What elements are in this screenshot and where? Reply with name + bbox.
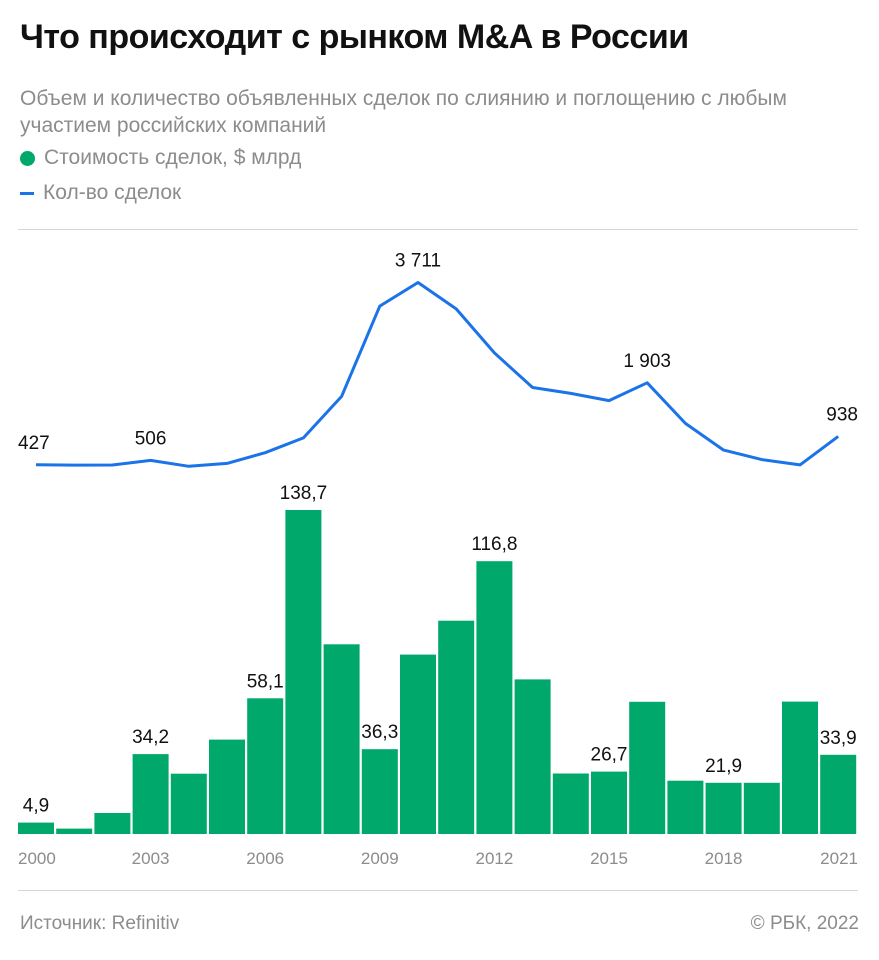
bar-label-2006: 58,1 <box>247 671 284 692</box>
bar-2019 <box>743 782 780 834</box>
chart-area: 4,9 34,2 58,1 138,7 36,3 116,8 26,7 21,9 33,9 427… <box>18 251 858 868</box>
bottom-divider <box>18 890 858 891</box>
legend-dot-icon <box>20 150 35 166</box>
bar-2020 <box>782 701 818 834</box>
bar-2006 <box>247 698 284 834</box>
bar-2015 <box>591 771 627 834</box>
x-tick-2015: 2015 <box>590 849 628 868</box>
bar-2005 <box>209 739 245 834</box>
x-tick-2003: 2003 <box>132 849 170 868</box>
top-divider <box>18 229 858 230</box>
bar-2008 <box>323 644 360 834</box>
line-label-2021: 938 <box>826 404 858 425</box>
bar-2017 <box>667 780 704 834</box>
bar-label-2021: 33,9 <box>820 728 857 749</box>
deal-count-line <box>35 281 840 468</box>
x-tick-2018: 2018 <box>705 849 743 868</box>
bar-label-2000: 4,9 <box>23 796 49 817</box>
chart-title: Что происходит с рынком M&A в России <box>20 18 689 56</box>
bar-2007 <box>285 510 322 834</box>
x-tick-2006: 2006 <box>246 849 284 868</box>
legend-item-deal-count: Кол-во сделок <box>20 181 181 205</box>
bar-2009 <box>361 749 398 834</box>
bar-2021 <box>820 754 857 834</box>
bar-2018 <box>705 782 742 834</box>
x-tick-2021: 2021 <box>820 849 858 868</box>
bar-2004 <box>170 773 207 834</box>
bar-2012 <box>476 561 513 834</box>
bar-2010 <box>400 654 436 834</box>
line-label-2003: 506 <box>135 428 167 449</box>
legend-item-deal-value: Стоимость сделок, $ млрд <box>20 146 301 170</box>
x-tick-2012: 2012 <box>475 849 513 868</box>
legend-label-deal-count: Кол-во сделок <box>43 181 182 204</box>
bar-2011 <box>438 620 475 834</box>
legend-label-deal-value: Стоимость сделок, $ млрд <box>44 146 302 169</box>
bar-2002 <box>94 813 131 834</box>
legend-line-icon <box>20 191 34 195</box>
bar-label-2003: 34,2 <box>132 727 169 748</box>
copyright-note: © РБК, 2022 <box>750 913 859 934</box>
x-tick-2000: 2000 <box>18 849 56 868</box>
bar-label-2018: 21,9 <box>705 756 742 777</box>
line-label-2000: 427 <box>18 433 50 454</box>
bar-label-2015: 26,7 <box>591 745 628 766</box>
bar-2001 <box>56 828 93 834</box>
bar-2014 <box>552 773 589 834</box>
x-tick-2009: 2009 <box>361 849 399 868</box>
line-label-2010: 3 711 <box>395 251 441 272</box>
bar-label-2007: 138,7 <box>280 483 328 504</box>
bar-2016 <box>629 701 666 834</box>
bar-2013 <box>514 679 551 834</box>
source-note: Источник: Refinitiv <box>20 913 180 934</box>
line-label-2016: 1 903 <box>623 351 671 372</box>
bar-2000 <box>18 822 54 834</box>
bar-label-2012: 116,8 <box>471 534 517 555</box>
bar-series <box>18 510 857 834</box>
bar-label-2009: 36,3 <box>361 722 398 743</box>
bar-2003 <box>132 754 169 834</box>
chart-subtitle: Объем и количество объявленных сделок по… <box>20 87 787 137</box>
